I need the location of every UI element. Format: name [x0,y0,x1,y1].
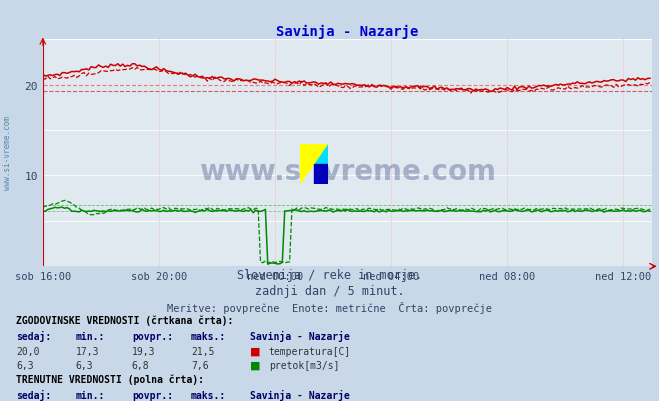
Text: 19,3: 19,3 [132,346,156,356]
Bar [300,144,314,164]
Polygon shape [300,144,328,184]
Text: min.:: min.: [76,390,105,400]
Text: ■: ■ [250,346,261,356]
Text: temperatura[C]: temperatura[C] [269,346,351,356]
Text: ZGODOVINSKE VREDNOSTI (črtkana črta):: ZGODOVINSKE VREDNOSTI (črtkana črta): [16,314,234,325]
Text: pretok[m3/s]: pretok[m3/s] [269,360,339,370]
Text: maks.:: maks.: [191,390,226,400]
Text: sedaj:: sedaj: [16,330,51,341]
Text: TRENUTNE VREDNOSTI (polna črta):: TRENUTNE VREDNOSTI (polna črta): [16,374,204,384]
Text: 7,6: 7,6 [191,360,209,370]
Text: sedaj:: sedaj: [16,389,51,400]
Text: zadnji dan / 5 minut.: zadnji dan / 5 minut. [254,285,405,298]
Text: www.si-vreme.com: www.si-vreme.com [3,115,13,189]
Text: maks.:: maks.: [191,331,226,341]
Text: 6,3: 6,3 [16,360,34,370]
Text: 6,3: 6,3 [76,360,94,370]
Text: 17,3: 17,3 [76,346,100,356]
Bar [300,164,314,184]
Text: ■: ■ [250,360,261,370]
Bar [314,164,328,184]
Text: povpr.:: povpr.: [132,331,173,341]
Bar [314,164,328,184]
Title: Savinja - Nazarje: Savinja - Nazarje [276,25,419,39]
Text: Meritve: povprečne  Enote: metrične  Črta: povprečje: Meritve: povprečne Enote: metrične Črta:… [167,301,492,313]
Text: povpr.:: povpr.: [132,390,173,400]
Text: 21,5: 21,5 [191,346,215,356]
Text: 6,8: 6,8 [132,360,150,370]
Text: min.:: min.: [76,331,105,341]
Text: 20,0: 20,0 [16,346,40,356]
Text: Savinja - Nazarje: Savinja - Nazarje [250,330,351,341]
Bar [314,144,328,164]
Text: Slovenija / reke in morje.: Slovenija / reke in morje. [237,269,422,282]
Text: www.si-vreme.com: www.si-vreme.com [199,158,496,186]
Polygon shape [300,144,328,184]
Text: Savinja - Nazarje: Savinja - Nazarje [250,389,351,400]
